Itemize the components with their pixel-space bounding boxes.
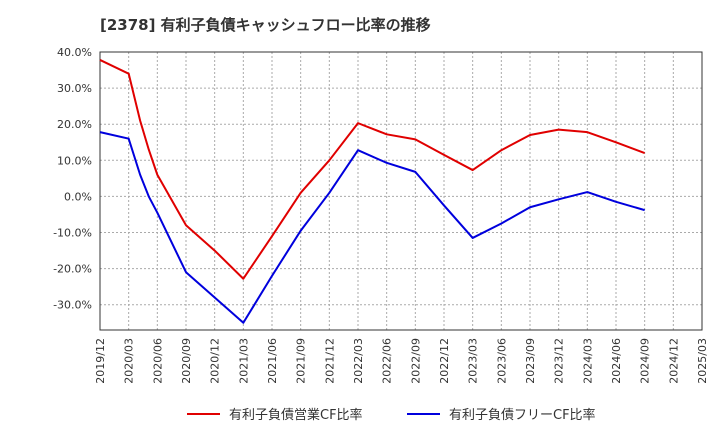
x-tick-label: 2022/09: [409, 338, 422, 384]
y-tick-label: 40.0%: [57, 46, 92, 59]
x-tick-label: 2023/03: [467, 338, 480, 384]
x-tick-label: 2022/06: [381, 338, 394, 384]
plot-area: 40.0% 30.0% 20.0% 10.0% 0.0% -10.0% -20.0% -30.…: [53, 46, 709, 384]
plot-background: [100, 52, 702, 330]
x-tick-label: 2024/12: [667, 338, 680, 384]
legend-label-2: 有利子負債フリーCF比率: [449, 407, 596, 423]
x-tick-label: 2021/12: [323, 338, 336, 384]
plot-frame: [99, 51, 703, 331]
x-tick-label: 2024/06: [610, 338, 623, 384]
x-tick-label: 2019/12: [94, 338, 107, 384]
y-tick-label: 30.0%: [57, 82, 92, 95]
y-tick-label: 0.0%: [64, 190, 92, 203]
legend-label-1: 有利子負債営業CF比率: [229, 407, 363, 423]
x-tick-label: 2021/06: [266, 338, 279, 384]
x-tick-label: 2021/09: [295, 338, 308, 384]
y-tick-label: -20.0%: [53, 263, 92, 276]
x-tick-label: 2024/03: [581, 338, 594, 384]
y-tick-label: 10.0%: [57, 154, 92, 167]
x-tick-label: 2023/09: [524, 338, 537, 384]
y-tick-label: -10.0%: [53, 227, 92, 240]
x-tick-label: 2021/03: [237, 338, 250, 384]
x-tick-label: 2024/09: [639, 338, 652, 384]
x-tick-label: 2025/03: [696, 338, 709, 384]
chart-title: [2378] 有利子負債キャッシュフロー比率の推移: [100, 16, 431, 34]
x-tick-label: 2020/12: [209, 338, 222, 384]
x-tick-label: 2020/09: [180, 338, 193, 384]
x-tick-label: 2022/12: [438, 338, 451, 384]
x-tick-label: 2020/03: [123, 338, 136, 384]
x-tick-label: 2022/03: [352, 338, 365, 384]
y-tick-label: 20.0%: [57, 118, 92, 131]
series-line-1: [99, 59, 646, 280]
x-tick-label: 2020/06: [151, 338, 164, 384]
legend: 有利子負債営業CF比率 有利子負債フリーCF比率: [187, 407, 596, 423]
x-tick-label: 2023/06: [495, 338, 508, 384]
series-line-2: [99, 131, 645, 324]
y-tick-label: -30.0%: [53, 299, 92, 312]
x-tick-label: 2023/12: [553, 338, 566, 384]
